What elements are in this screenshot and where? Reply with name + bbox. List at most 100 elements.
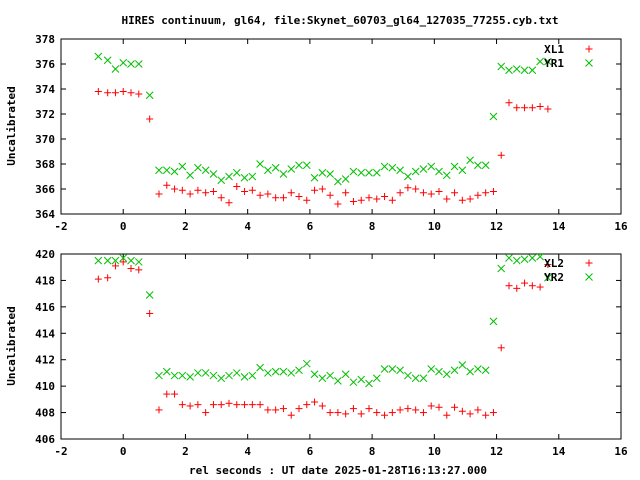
data-point <box>162 166 171 175</box>
data-point <box>357 410 365 418</box>
y-tick-label: 420 <box>35 248 55 261</box>
data-point <box>303 401 311 409</box>
data-point <box>435 167 443 176</box>
data-point <box>186 171 194 180</box>
data-point <box>295 161 303 170</box>
y-tick-label: 374 <box>35 83 55 96</box>
data-point <box>271 163 280 172</box>
legend-label-yr1: YR1 <box>544 57 564 70</box>
data-point <box>155 406 163 414</box>
data-point <box>474 365 482 373</box>
data-point <box>155 166 163 175</box>
data-point <box>404 371 412 380</box>
data-point <box>357 375 366 384</box>
plot-frame <box>60 38 622 215</box>
data-point <box>279 367 288 376</box>
data-point <box>217 194 225 202</box>
y-tick-label: 418 <box>35 274 55 287</box>
data-point <box>155 371 163 380</box>
data-point <box>311 186 319 194</box>
data-point <box>127 89 135 97</box>
data-point <box>111 262 119 270</box>
data-point <box>489 112 498 121</box>
data-point <box>334 177 342 186</box>
data-point <box>334 200 342 208</box>
data-point <box>450 366 459 375</box>
data-point <box>458 407 466 415</box>
data-point <box>94 88 102 95</box>
data-point <box>349 198 357 205</box>
data-point <box>163 181 171 189</box>
legend-label-xl1: XL1 <box>544 43 564 56</box>
data-point <box>272 194 280 202</box>
data-point <box>419 374 428 383</box>
data-point <box>536 283 544 291</box>
data-point <box>520 66 529 75</box>
data-point <box>372 374 381 383</box>
data-point <box>458 166 467 175</box>
data-point <box>209 401 217 409</box>
data-point <box>466 367 474 376</box>
data-point <box>435 367 443 376</box>
data-point <box>396 366 404 375</box>
data-point <box>119 258 127 266</box>
data-point <box>103 256 112 265</box>
x-tick-label: 8 <box>369 220 376 233</box>
data-point <box>373 409 381 417</box>
data-point <box>186 373 194 381</box>
data-point <box>94 275 102 283</box>
data-point <box>388 365 397 373</box>
data-point <box>264 369 272 377</box>
legend-marker-xl2 <box>585 259 593 267</box>
y-tick-label: 372 <box>35 108 55 121</box>
data-point <box>435 403 443 411</box>
data-point <box>427 162 436 171</box>
data-point <box>318 402 326 410</box>
plot-frame <box>60 253 622 440</box>
data-point <box>119 254 128 262</box>
data-point <box>357 168 366 177</box>
data-point <box>521 279 529 287</box>
data-point <box>544 105 552 113</box>
data-point <box>512 65 521 73</box>
data-point <box>311 398 319 406</box>
data-point <box>295 193 303 200</box>
data-point <box>111 256 120 265</box>
data-point <box>170 167 179 176</box>
data-point <box>135 266 143 274</box>
x-tick-label: 2 <box>182 445 189 458</box>
series-xl1 <box>94 88 552 208</box>
data-point <box>194 369 202 377</box>
data-point <box>103 56 112 65</box>
data-point <box>240 373 249 381</box>
chart-title: HIRES continuum, gl64, file:Skynet_60703… <box>121 14 558 27</box>
data-point <box>411 167 420 176</box>
data-point <box>295 366 303 375</box>
data-point <box>209 371 218 380</box>
data-point <box>536 103 544 110</box>
data-point <box>474 191 482 199</box>
data-point <box>419 409 427 417</box>
x-tick-label: 16 <box>614 445 628 458</box>
y-tick-label: 376 <box>35 58 55 71</box>
data-point <box>326 170 334 178</box>
data-point <box>489 188 497 195</box>
data-point <box>217 374 226 383</box>
data-point <box>349 167 358 176</box>
data-point <box>544 57 552 66</box>
data-point <box>209 170 218 178</box>
data-point <box>240 173 249 182</box>
series-yr2 <box>94 252 552 388</box>
x-axis-label: rel seconds : UT date 2025-01-28T16:13:2… <box>189 464 487 477</box>
data-point <box>411 374 420 383</box>
data-point <box>134 258 143 266</box>
data-point <box>528 104 536 112</box>
data-point <box>357 196 365 204</box>
data-point <box>194 163 202 172</box>
data-point <box>178 162 187 171</box>
y-tick-label: 364 <box>35 208 55 221</box>
data-point <box>427 365 436 373</box>
data-point <box>264 190 272 198</box>
data-point <box>396 166 404 175</box>
x-tick-label: 14 <box>552 220 566 233</box>
